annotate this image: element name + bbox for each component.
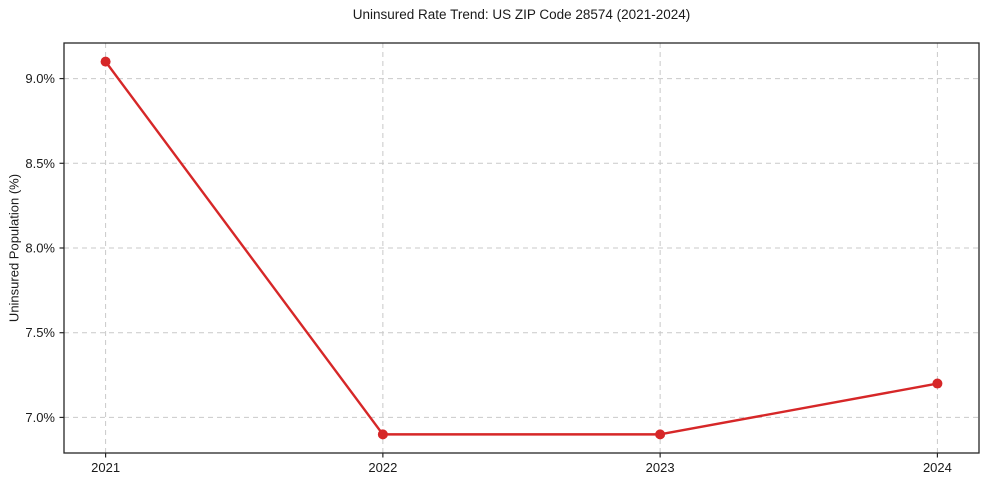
y-tick-label: 7.0% bbox=[25, 410, 55, 425]
x-tick-label: 2024 bbox=[923, 460, 952, 475]
chart-title: Uninsured Rate Trend: US ZIP Code 28574 … bbox=[352, 7, 691, 22]
y-tick-label: 8.0% bbox=[25, 241, 55, 256]
trend-line bbox=[104, 60, 939, 436]
data-point bbox=[100, 56, 111, 67]
data-point bbox=[377, 429, 388, 440]
y-tick-label: 8.5% bbox=[25, 156, 55, 171]
y-tick-label: 7.5% bbox=[25, 325, 55, 340]
x-tick-label: 2021 bbox=[91, 460, 120, 475]
x-tick-label: 2023 bbox=[646, 460, 675, 475]
data-point bbox=[932, 378, 943, 389]
plot-frame bbox=[63, 42, 980, 454]
x-tick-label: 2022 bbox=[368, 460, 397, 475]
y-tick-label: 9.0% bbox=[25, 71, 55, 86]
data-point bbox=[655, 429, 666, 440]
